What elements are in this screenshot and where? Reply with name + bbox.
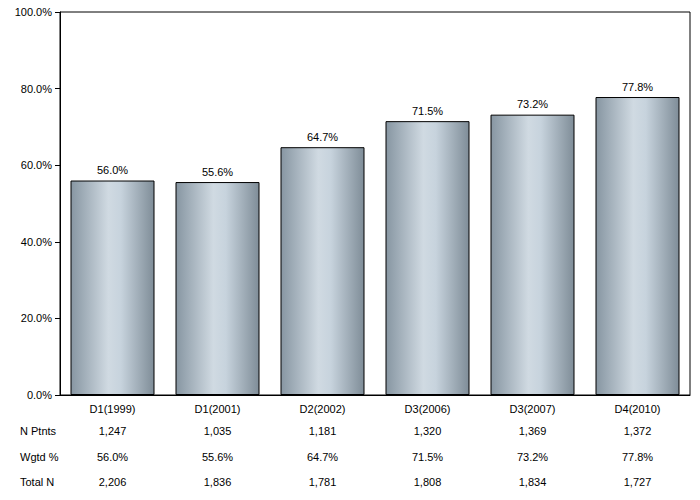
svg-text:2,206: 2,206 [99,476,127,488]
svg-text:D3(2007): D3(2007) [510,403,556,415]
svg-text:64.7%: 64.7% [307,451,338,463]
svg-text:1,181: 1,181 [309,425,337,437]
svg-text:77.8%: 77.8% [622,81,653,93]
svg-text:D1(1999): D1(1999) [90,403,136,415]
svg-text:80.0%: 80.0% [21,83,52,95]
svg-text:Total N: Total N [20,476,54,488]
svg-text:56.0%: 56.0% [97,451,128,463]
svg-text:1,808: 1,808 [414,476,442,488]
svg-text:55.6%: 55.6% [202,451,233,463]
svg-text:1,781: 1,781 [309,476,337,488]
svg-text:1,369: 1,369 [519,425,547,437]
svg-text:1,035: 1,035 [204,425,232,437]
svg-text:60.0%: 60.0% [21,159,52,171]
svg-text:1,727: 1,727 [624,476,652,488]
svg-text:64.7%: 64.7% [307,131,338,143]
svg-text:D2(2002): D2(2002) [300,403,346,415]
svg-text:40.0%: 40.0% [21,236,52,248]
svg-text:1,372: 1,372 [624,425,652,437]
svg-text:1,247: 1,247 [99,425,127,437]
svg-text:Wgtd %: Wgtd % [20,451,59,463]
svg-text:77.8%: 77.8% [622,451,653,463]
svg-text:20.0%: 20.0% [21,312,52,324]
svg-text:1,836: 1,836 [204,476,232,488]
svg-text:D3(2006): D3(2006) [405,403,451,415]
svg-text:100.0%: 100.0% [15,6,53,18]
svg-text:D4(2010): D4(2010) [615,403,661,415]
svg-text:D1(2001): D1(2001) [195,403,241,415]
svg-text:71.5%: 71.5% [412,451,443,463]
svg-text:N Ptnts: N Ptnts [20,425,57,437]
svg-text:73.2%: 73.2% [517,451,548,463]
svg-text:1,320: 1,320 [414,425,442,437]
svg-text:71.5%: 71.5% [412,105,443,117]
svg-text:73.2%: 73.2% [517,98,548,110]
svg-text:55.6%: 55.6% [202,166,233,178]
svg-text:0.0%: 0.0% [27,389,52,401]
svg-text:1,834: 1,834 [519,476,547,488]
svg-text:56.0%: 56.0% [97,164,128,176]
